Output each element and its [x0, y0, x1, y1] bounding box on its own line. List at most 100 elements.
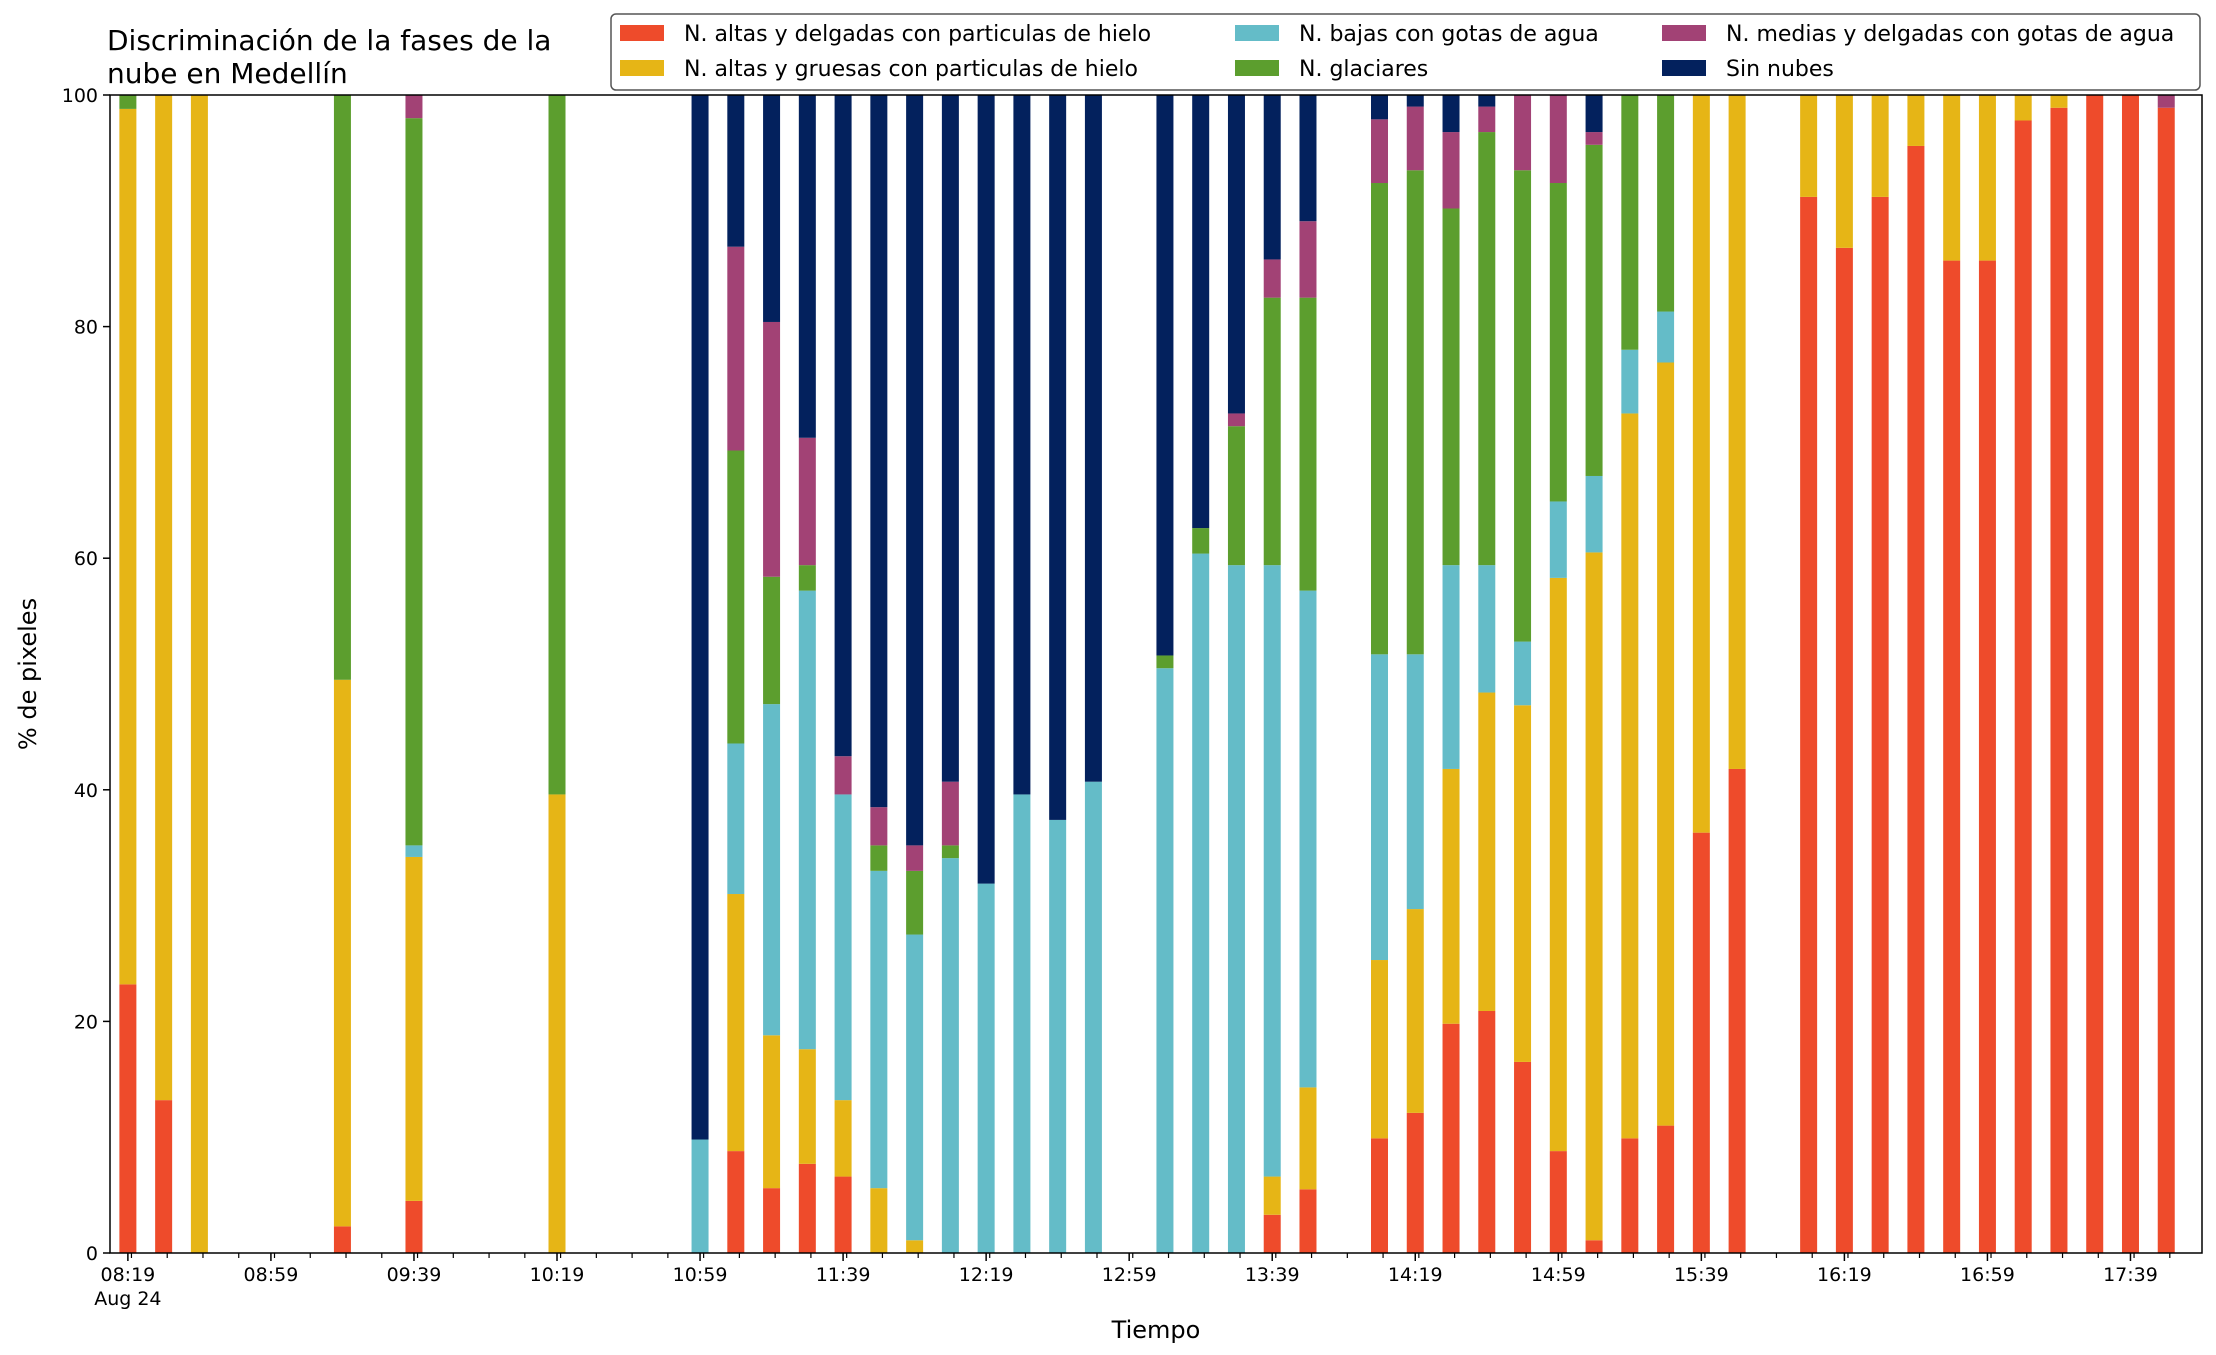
- bar-segment: [1371, 1138, 1388, 1253]
- bar-segment: [727, 1151, 745, 1253]
- bar-segment: [1442, 768, 1460, 1024]
- bar-stack: [1943, 95, 1961, 1254]
- bar-segment: [798, 590, 816, 1050]
- bar-segment: [333, 1226, 351, 1253]
- bar-segment: [1621, 349, 1639, 414]
- bar-segment: [1549, 183, 1567, 502]
- bar-segment: [1728, 768, 1746, 1253]
- legend-swatch: [620, 60, 664, 76]
- bar-stack: [1299, 95, 1317, 1253]
- x-tick-label: 15:39: [1674, 1264, 1729, 1286]
- bar-segment: [1263, 95, 1281, 260]
- bar-stack: [1263, 95, 1281, 1253]
- bar-segment: [1371, 119, 1388, 184]
- bar-segment: [1227, 95, 1245, 414]
- bar-stack: [1549, 95, 1567, 1253]
- bar-segment: [727, 450, 745, 744]
- bar-segment: [941, 845, 959, 859]
- bar-segment: [977, 95, 995, 884]
- bar-segment: [1442, 1023, 1460, 1253]
- bar-segment: [1371, 183, 1388, 655]
- y-axis-label: % de pixeles: [14, 598, 42, 750]
- bar-segment: [2014, 120, 2032, 1254]
- bar-segment: [834, 1176, 852, 1253]
- bar-stack: [1728, 95, 1746, 1253]
- bar-segment: [1442, 565, 1460, 769]
- bar-segment: [763, 1035, 781, 1189]
- bar-stack: [2014, 95, 2032, 1254]
- bar-segment: [1013, 794, 1031, 1253]
- bar-segment: [1657, 1125, 1675, 1253]
- bar-segment: [870, 870, 888, 1189]
- bar-segment: [1299, 1087, 1317, 1190]
- bar-segment: [1263, 565, 1281, 1177]
- y-tick-label: 100: [62, 85, 98, 107]
- x-tick-label: 16:19: [1817, 1264, 1872, 1286]
- bar-stack: [548, 95, 566, 1253]
- legend-frame: [610, 13, 2201, 91]
- bar-stack: [2050, 95, 2068, 1254]
- y-tick-label: 40: [74, 780, 98, 802]
- bar-segment: [1585, 475, 1603, 553]
- bar-segment: [906, 870, 924, 935]
- bar-segment: [906, 95, 924, 846]
- bar-stack: [1442, 95, 1460, 1253]
- bar-segment: [1406, 106, 1424, 171]
- bar-stack: [798, 95, 816, 1253]
- bar-segment: [119, 984, 137, 1253]
- bar-segment: [2050, 107, 2068, 1254]
- bar-stack: [1371, 95, 1388, 1253]
- bar-stack: [1978, 95, 1996, 1254]
- bar-segment: [1549, 95, 1567, 184]
- bar-segment: [2157, 95, 2175, 108]
- chart-title-line-2: nube en Medellín: [107, 57, 348, 90]
- bar-segment: [798, 437, 816, 566]
- bar-segment: [1299, 95, 1317, 222]
- y-tick-label: 60: [74, 548, 98, 570]
- legend-label: N. bajas con gotas de agua: [1299, 22, 1599, 47]
- bar-stack: [977, 95, 995, 1253]
- bar-segment: [1835, 247, 1853, 1254]
- bar-segment: [834, 794, 852, 1101]
- bar-segment: [190, 95, 208, 1253]
- x-tick-label: 08:19: [100, 1264, 155, 1286]
- bar-segment: [1621, 413, 1639, 1139]
- bar-segment: [1585, 95, 1603, 133]
- bar-segment: [798, 565, 816, 591]
- bar-segment: [119, 95, 137, 109]
- bar-segment: [763, 95, 781, 322]
- bar-segment: [1478, 565, 1496, 693]
- bar-segment: [1156, 668, 1174, 1253]
- x-tick-label: 12:19: [959, 1264, 1014, 1286]
- bar-segment: [870, 1188, 888, 1253]
- bar-segment: [1227, 413, 1245, 427]
- bar-segment: [1585, 552, 1603, 1241]
- bar-segment: [1406, 95, 1424, 107]
- bar-segment: [155, 95, 173, 1101]
- bar-segment: [1657, 311, 1675, 363]
- bar-segment: [1621, 95, 1639, 350]
- x-tick-label: 14:19: [1388, 1264, 1443, 1286]
- bar-segment: [906, 845, 924, 871]
- x-tick-label: 14:59: [1531, 1264, 1586, 1286]
- bar-stack: [1835, 95, 1853, 1254]
- legend-swatch: [620, 25, 664, 41]
- bar-segment: [155, 1100, 173, 1253]
- bar-segment: [1871, 196, 1889, 1253]
- x-tick-label: 12:59: [1102, 1264, 1157, 1286]
- bar-segment: [1192, 528, 1210, 554]
- x-tick-label: 08:59: [244, 1264, 299, 1286]
- bar-stack: [906, 95, 924, 1253]
- bar-segment: [1514, 170, 1532, 642]
- bar-segment: [941, 95, 959, 782]
- y-tick-label: 80: [74, 317, 98, 339]
- legend-label: N. altas y gruesas con particulas de hie…: [684, 57, 1138, 82]
- bar-segment: [941, 781, 959, 846]
- x-tick-label: 17:39: [2103, 1264, 2158, 1286]
- bar-segment: [1049, 819, 1067, 1253]
- legend-label: N. medias y delgadas con gotas de agua: [1726, 22, 2174, 47]
- bar-segment: [1978, 260, 1996, 1254]
- bar-segment: [405, 1200, 423, 1253]
- bar-segment: [405, 95, 423, 119]
